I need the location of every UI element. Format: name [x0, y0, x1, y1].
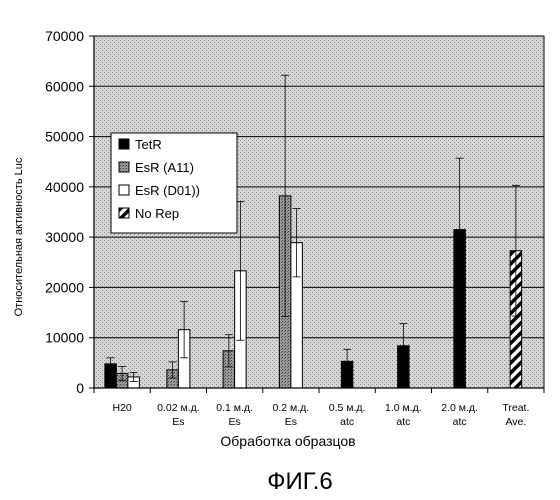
y-tick-label: 60000: [45, 78, 84, 94]
legend-swatch: [119, 139, 129, 149]
y-tick-label: 10000: [45, 330, 84, 346]
y-tick-label: 30000: [45, 229, 84, 245]
legend-label: TetR: [135, 137, 162, 152]
legend-swatch: [119, 208, 129, 218]
y-tick-labels: 0 10000 20000 30000 40000 50000 60000 70000: [45, 28, 84, 396]
legend-label: EsR (D01)): [135, 183, 200, 198]
y-tick-label: 0: [76, 380, 84, 396]
x-tick-label: Ave.: [505, 416, 526, 428]
x-tick-label: 0.5 м.д.: [329, 402, 366, 414]
x-tick-label: 1.0 м.д.: [385, 402, 422, 414]
figure-caption: ФИГ.6: [267, 468, 333, 495]
x-tick-label: atc: [396, 416, 410, 428]
x-tick-label: 0.1 м.д.: [216, 402, 253, 414]
y-axis-label: Относительная активность Luc: [13, 157, 25, 316]
x-tick-label: 0.02 м.д.: [157, 402, 200, 414]
x-tick-label: atc: [453, 416, 467, 428]
x-tick-label: Treat.: [502, 402, 529, 414]
y-tick-label: 70000: [45, 28, 84, 44]
y-tick-label: 20000: [45, 279, 84, 295]
legend-label: No Rep: [135, 206, 179, 221]
legend-label: EsR (A11): [135, 160, 194, 175]
legend-swatch: [119, 185, 129, 195]
x-tick-labels: H20 0.02 м.д. Es 0.1 м.д. Es 0.2 м.д. Es 0.5 м.…: [112, 402, 529, 428]
x-tick-label: Es: [285, 416, 297, 428]
x-tick-label: atc: [340, 416, 354, 428]
x-tick-label: Es: [172, 416, 184, 428]
x-axis-label: Обработка образцов: [220, 433, 355, 449]
legend: TetR EsR (A11) EsR (D01)) No Rep: [111, 133, 237, 233]
x-tick-label: 0.2 м.д.: [273, 402, 310, 414]
y-tick-label: 40000: [45, 179, 84, 195]
legend-swatch: [119, 162, 129, 172]
y-tick-label: 50000: [45, 129, 84, 145]
x-tick-label: 2.0 м.д.: [441, 402, 478, 414]
x-tick-label: Es: [228, 416, 240, 428]
x-tick-label: H20: [112, 402, 131, 414]
